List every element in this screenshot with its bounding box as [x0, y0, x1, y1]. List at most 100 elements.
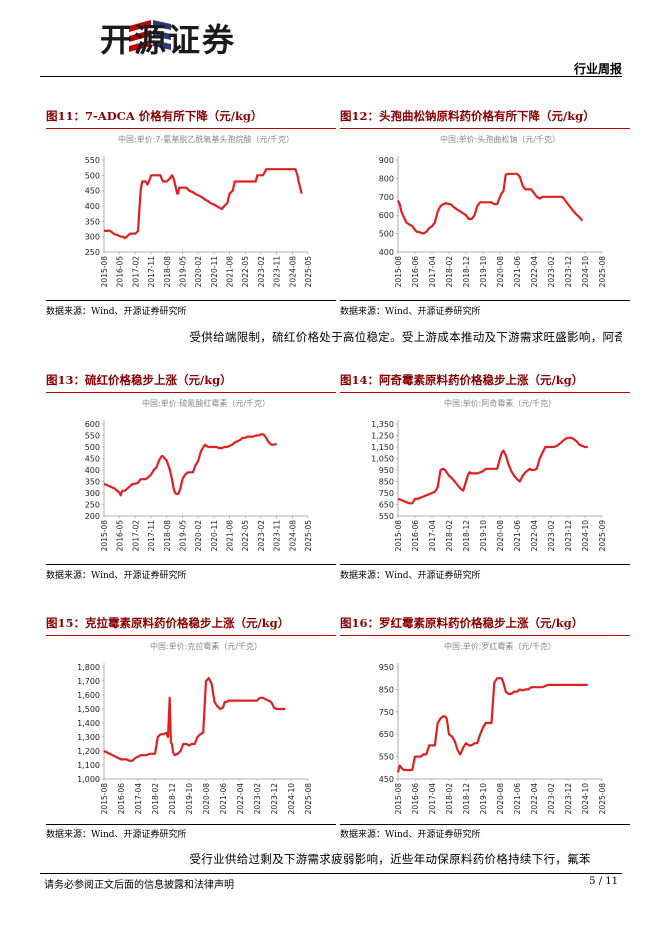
x-tick-label: 2025-08	[598, 783, 607, 815]
line-chart: 中国:单价:7-氨基脱乙酰氧基头孢烷酸（元/千克） 250 300 350 400 450…	[85, 134, 313, 288]
x-tick-label: 2021-06	[513, 256, 522, 288]
series-line	[397, 436, 588, 505]
y-tick-label: 1,250	[371, 432, 394, 441]
x-tick-label: 2024-10	[581, 256, 590, 288]
x-tick-label: 2018-12	[168, 783, 177, 815]
x-tick-label: 2015-08	[100, 256, 109, 288]
chart-title: 图14：阿奇霉素原料药价格稳步上涨（元/kg）	[340, 373, 584, 387]
y-tick-label: 550	[85, 156, 100, 165]
report-type: 行业周报	[573, 62, 622, 76]
x-tick-label: 2017-04	[428, 520, 437, 552]
x-tick-label: 2023-02	[253, 783, 262, 815]
data-source: 数据来源：Wind、开源证券研究所	[46, 571, 187, 581]
x-tick-label: 2022-04	[530, 783, 539, 815]
y-tick-label: 400	[379, 248, 394, 257]
x-tick-label: 2021-06	[219, 783, 228, 815]
chart-panel-12: 图12：头孢曲松钠原料药价格有所下降（元/kg） 中国:单价:头孢曲松钠（元/千…	[340, 106, 630, 318]
x-tick-label: 2019-10	[185, 783, 194, 815]
line-chart: 中国:单价:克拉霉素（元/千克） 1,000 1,100 1,200 1,300 1,40…	[77, 641, 313, 815]
x-tick-label: 2018-02	[445, 256, 454, 288]
y-tick-label: 300	[85, 233, 100, 242]
x-tick-label: 2021-08	[226, 256, 235, 288]
series-line	[103, 433, 278, 497]
x-tick-label: 2020-08	[496, 783, 505, 815]
source-divider	[46, 300, 336, 301]
data-source: 数据来源：Wind、开源证券研究所	[340, 307, 481, 317]
y-tick-label: 500	[85, 443, 100, 452]
x-tick-label: 2024-10	[581, 783, 590, 815]
x-tick-label: 2023-12	[270, 783, 279, 815]
x-tick-label: 2017-02	[131, 520, 140, 552]
x-tick-label: 2018-08	[163, 520, 172, 552]
x-tick-label: 2023-02	[547, 256, 556, 288]
x-tick-label: 2022-05	[241, 256, 250, 288]
x-tick-label: 2023-02	[257, 256, 266, 288]
y-tick-label: 1,350	[371, 420, 394, 429]
x-tick-label: 2017-04	[428, 783, 437, 815]
x-tick-label: 2020-11	[210, 520, 219, 552]
y-tick-label: 350	[85, 478, 100, 487]
x-tick-label: 2020-02	[194, 520, 203, 552]
chart-subtitle: 中国:单价:7-氨基脱乙酰氧基头孢烷酸（元/千克）	[118, 134, 294, 144]
chart-panel-16: 图16：罗红霉素原料药价格稳步上涨（元/kg） 中国:单价:罗红霉素（元/千克）…	[340, 613, 630, 840]
title-divider	[340, 392, 630, 393]
y-tick-label: 350	[85, 217, 100, 226]
y-tick-label: 1,150	[371, 443, 394, 452]
x-tick-label: 2020-11	[210, 256, 219, 288]
x-tick-label: 2021-08	[226, 520, 235, 552]
x-tick-label: 2019-05	[178, 520, 187, 552]
x-tick-label: 2023-11	[273, 256, 282, 288]
x-tick-label: 2024-08	[288, 520, 297, 552]
x-tick-label: 2018-08	[163, 256, 172, 288]
y-tick-label: 800	[379, 174, 394, 183]
data-source: 数据来源：Wind、开源证券研究所	[46, 307, 187, 317]
y-tick-label: 550	[85, 432, 100, 441]
kaiyuan-logo-icon	[129, 20, 171, 52]
line-chart: 中国:单价:头孢曲松钠（元/千克） 400 500 600 700 800 900 2015-…	[379, 134, 607, 288]
x-tick-label: 2023-11	[273, 520, 282, 552]
paragraph-2: 受行业供给过剩及下游需求疲弱影响，近些年动保原料药价格持续下行，氟苯	[189, 852, 591, 866]
y-tick-label: 450	[379, 775, 394, 784]
y-tick-label: 600	[85, 420, 100, 429]
x-tick-label: 2025-05	[304, 520, 313, 552]
x-tick-label: 2020-02	[194, 256, 203, 288]
x-tick-label: 2023-02	[547, 520, 556, 552]
x-tick-label: 2015-08	[394, 256, 403, 288]
source-divider	[46, 564, 336, 565]
y-tick-label: 600	[379, 211, 394, 220]
source-divider	[340, 824, 630, 825]
paragraph-1: 受供给端限制，硫红价格处于高位稳定。受上游成本推动及下游需求旺盛影响，阿奇霉素、…	[189, 330, 623, 344]
chart-title: 图15：克拉霉素原料药价格稳步上涨（元/kg）	[46, 616, 290, 630]
y-tick-label: 650	[379, 501, 394, 510]
y-tick-label: 500	[379, 230, 394, 239]
chart-panel-11: 图11：7-ADCA 价格有所下降（元/kg） 中国:单价:7-氨基脱乙酰氧基头…	[46, 106, 336, 318]
footer-disclaimer: 请务必参阅正文后面的信息披露和法律声明	[44, 880, 234, 891]
x-tick-label: 2015-08	[394, 783, 403, 815]
x-tick-label: 2021-06	[513, 520, 522, 552]
x-tick-label: 2023-12	[564, 520, 573, 552]
y-tick-label: 500	[85, 171, 100, 180]
x-tick-label: 2021-06	[513, 783, 522, 815]
brand-name: 开源证券	[100, 21, 237, 59]
x-tick-label: 2017-11	[147, 256, 156, 288]
x-tick-label: 2016-06	[411, 520, 420, 552]
chart-subtitle: 中国:单价:硫氰酸红霉素（元/千克）	[142, 398, 270, 408]
x-tick-label: 2016-06	[411, 256, 420, 288]
y-tick-label: 850	[379, 685, 394, 694]
series-line	[103, 677, 286, 762]
x-tick-label: 2018-12	[462, 256, 471, 288]
y-tick-label: 900	[379, 156, 394, 165]
y-tick-label: 1,050	[371, 455, 394, 464]
line-chart: 中国:单价:硫氰酸红霉素（元/千克） 200 250 300 350 400 450 500 5…	[85, 398, 313, 552]
y-tick-label: 250	[85, 501, 100, 510]
x-tick-label: 2023-12	[564, 256, 573, 288]
x-tick-label: 2018-02	[445, 520, 454, 552]
x-tick-label: 2017-04	[428, 256, 437, 288]
x-tick-label: 2018-02	[151, 783, 160, 815]
x-tick-label: 2016-06	[117, 783, 126, 815]
y-tick-label: 250	[85, 248, 100, 257]
y-tick-label: 1,300	[77, 733, 100, 742]
chart-subtitle: 中国:单价:阿奇霉素（元/千克）	[444, 398, 556, 408]
x-tick-label: 2015-08	[394, 520, 403, 552]
x-tick-label: 2019-10	[479, 256, 488, 288]
